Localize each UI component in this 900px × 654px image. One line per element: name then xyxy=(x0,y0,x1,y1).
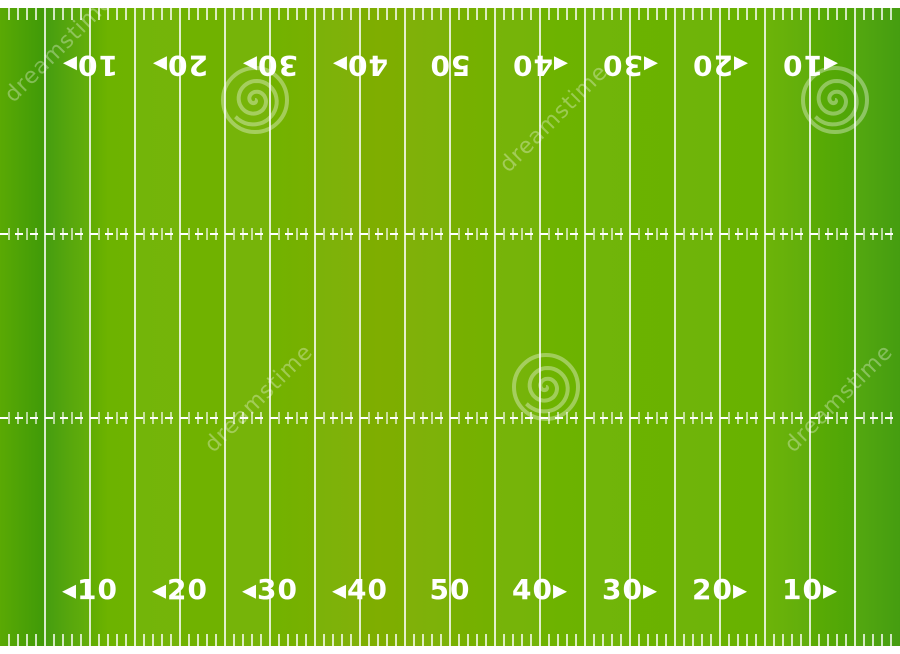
yard-number: ◂40 xyxy=(331,573,389,606)
yard-number: 40▸ xyxy=(331,49,389,82)
yard-number: ◂20 xyxy=(691,49,749,82)
turf-stripe xyxy=(45,8,90,646)
spiral-logo-icon xyxy=(221,66,289,134)
yard-number: 20▸ xyxy=(151,49,209,82)
turf-stripe xyxy=(675,8,720,646)
turf-stripe xyxy=(495,8,540,646)
yard-number: ◂30 xyxy=(241,573,299,606)
spiral-logo-icon xyxy=(801,66,869,134)
turf-stripe xyxy=(225,8,270,646)
yard-number: ◂10 xyxy=(781,49,839,82)
turf-stripe xyxy=(405,8,450,646)
hash-marks xyxy=(0,8,900,646)
yard-lines xyxy=(44,8,856,646)
bottom-yard-numbers: ◂10 ◂20 ◂30 ◂40 50 40▸ 30▸ 20▸ 10▸ xyxy=(0,570,900,610)
turf-stripe xyxy=(855,8,900,646)
yard-number: ◂10 xyxy=(61,573,119,606)
yard-number: 20▸ xyxy=(691,573,749,606)
yard-number: 30▸ xyxy=(241,49,299,82)
top-yard-numbers: 10▸ 20▸ 30▸ 40▸ 50 ◂40 ◂30 ◂20 ◂10 xyxy=(0,45,900,85)
spiral-logo-icon xyxy=(512,353,580,421)
yard-number: 40▸ xyxy=(511,573,569,606)
watermark-logos xyxy=(221,66,869,421)
yard-number: ◂20 xyxy=(151,573,209,606)
yard-number: ◂40 xyxy=(511,49,569,82)
turf-stripe xyxy=(585,8,630,646)
yard-number: 30▸ xyxy=(601,573,659,606)
yard-number: 50 xyxy=(429,49,471,82)
turf-stripe xyxy=(135,8,180,646)
turf-stripe xyxy=(315,8,360,646)
yard-number: 10▸ xyxy=(781,573,839,606)
yard-number: 50 xyxy=(429,573,471,606)
